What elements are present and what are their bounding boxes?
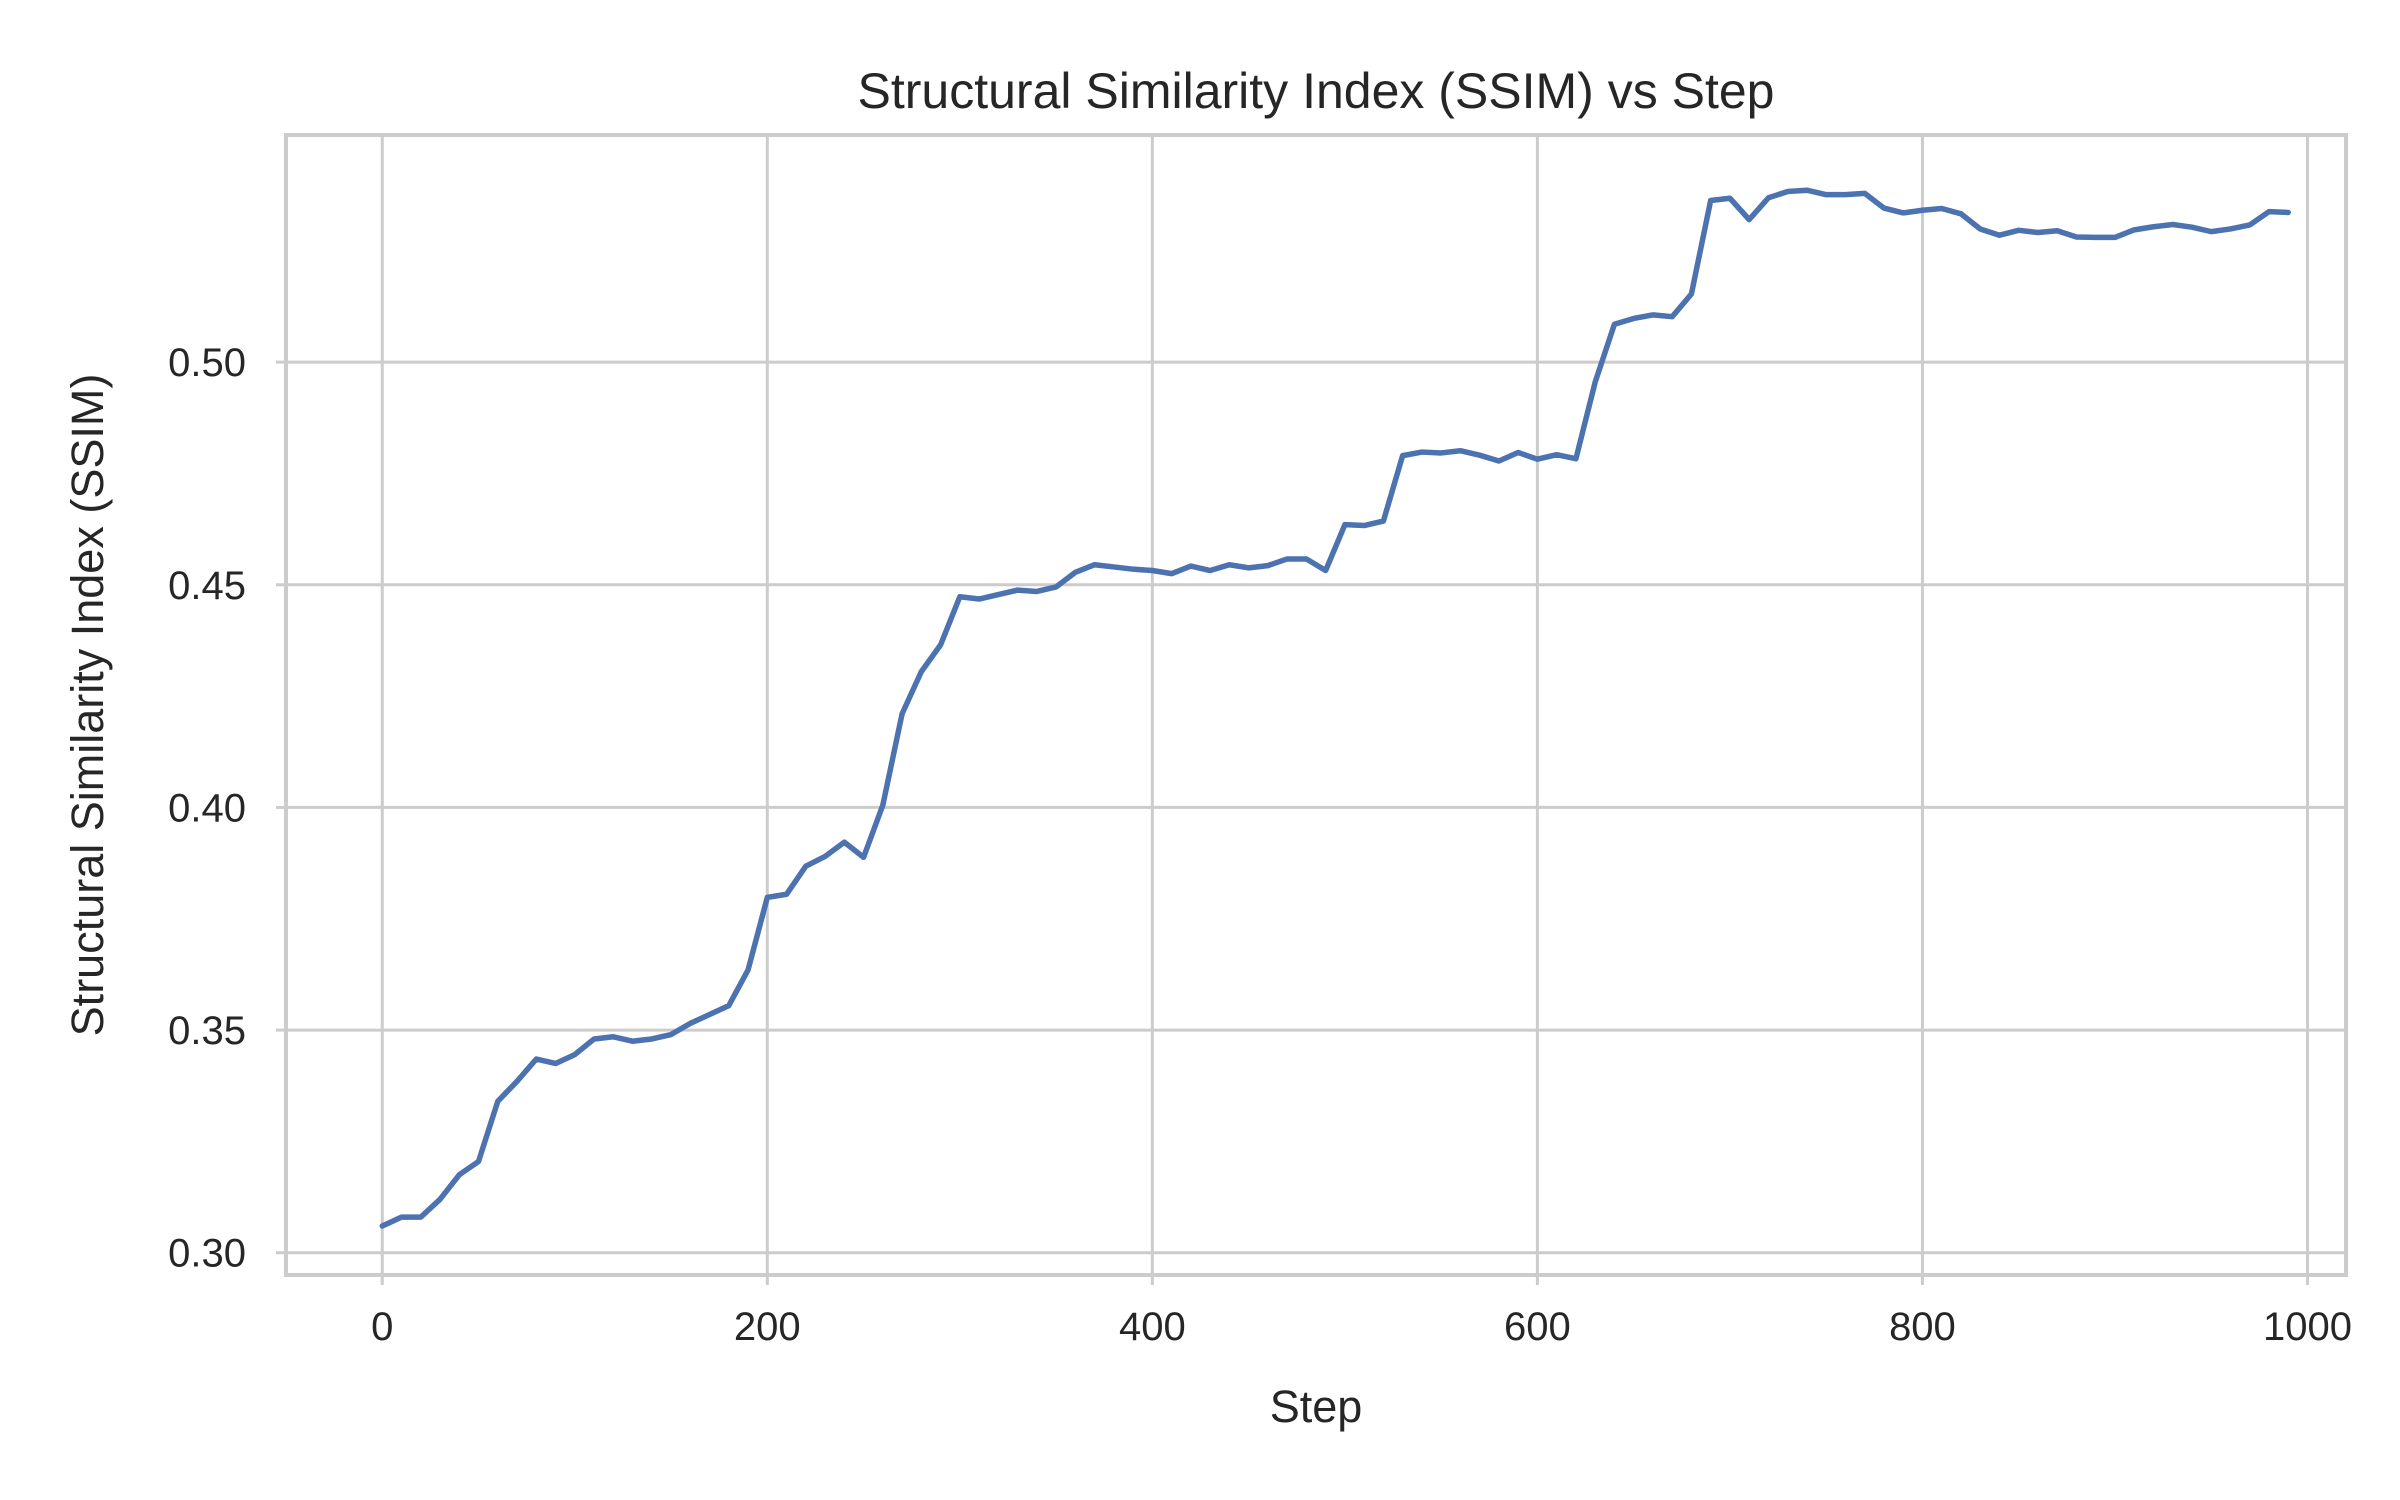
x-tick-label: 1000 <box>2263 1305 2352 1349</box>
axis-ticks: 0 200 400 600 800 1000 0.30 0.35 0.40 0.45 0.50 <box>168 341 2352 1349</box>
y-axis-label: Structural Similarity Index (SSIM) <box>62 374 113 1037</box>
x-tick-label: 800 <box>1889 1305 1956 1349</box>
ssim-series-line <box>379 187 2291 1229</box>
y-tick-label: 0.35 <box>168 1009 246 1053</box>
x-tick-label: 600 <box>1504 1305 1571 1349</box>
grid-lines <box>286 135 2346 1275</box>
y-tick-label: 0.30 <box>168 1232 246 1276</box>
y-tick-label: 0.45 <box>168 564 246 608</box>
chart-title: Structural Similarity Index (SSIM) vs St… <box>858 63 1775 119</box>
y-tick-label: 0.50 <box>168 341 246 385</box>
x-axis-label: Step <box>1270 1381 1363 1432</box>
x-tick-label: 200 <box>734 1305 801 1349</box>
plot-frame <box>284 133 2348 1277</box>
x-tick-label: 400 <box>1119 1305 1186 1349</box>
x-tick-label: 0 <box>371 1305 393 1349</box>
y-tick-label: 0.40 <box>168 786 246 830</box>
